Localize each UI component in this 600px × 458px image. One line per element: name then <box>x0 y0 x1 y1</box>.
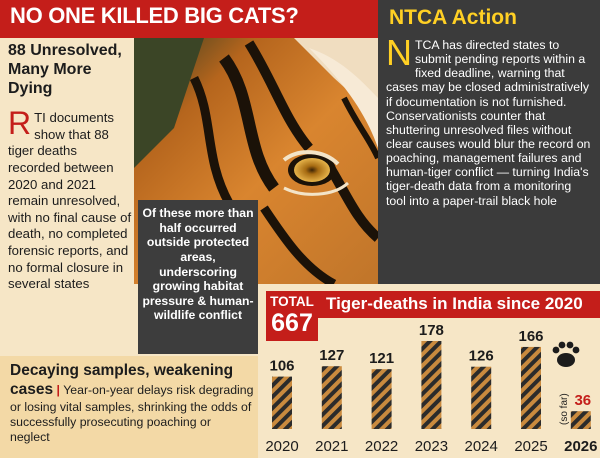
bar-2020 <box>272 376 292 429</box>
tick-label-2021: 2021 <box>315 438 348 455</box>
bar-2023 <box>421 341 442 429</box>
bar-2021 <box>321 366 342 429</box>
tick-label-2023: 2023 <box>415 438 448 455</box>
total-label: TOTAL <box>270 294 314 309</box>
data-label-2020: 106 <box>269 358 294 375</box>
samples-body: Year-on-year delays risk degrading or lo… <box>10 382 254 444</box>
bar-chart: 106 2020 127 2021 121 2022 178 2023 126 2024 166 20… <box>265 322 597 455</box>
tick-label-2024: 2024 <box>465 438 498 455</box>
chart-title: Tiger-deaths in India since 2020 <box>326 294 583 313</box>
data-label-2023: 178 <box>419 322 444 339</box>
bar-2024 <box>471 366 492 429</box>
ntca-body-text: TCA has directed states to submit pendin… <box>386 38 591 208</box>
total-box <box>266 291 318 341</box>
annotation-so-far: (so far) <box>559 393 570 425</box>
data-label-2021: 127 <box>319 347 344 364</box>
data-label-2024: 126 <box>469 348 494 365</box>
left-heading: 88 Unresolved, Many More Dying <box>8 42 122 97</box>
tick-label-2020: 2020 <box>265 438 298 455</box>
data-label-2025: 166 <box>518 328 543 345</box>
title-banner <box>0 0 378 38</box>
ntca-panel <box>378 0 600 284</box>
total-value: 667 <box>271 309 313 337</box>
ntca-dropcap: N <box>386 32 412 73</box>
samples-box <box>0 356 258 458</box>
data-label-2022: 121 <box>369 350 394 367</box>
bar-2025 <box>521 346 541 429</box>
left-column <box>0 38 134 356</box>
tick-label-2022: 2022 <box>365 438 398 455</box>
data-label-2026: 36 <box>574 392 591 409</box>
samples-separator: | <box>56 382 60 397</box>
ntca-heading: NTCA Action <box>389 6 517 29</box>
bar-2022 <box>371 369 392 429</box>
samples-heading: Decaying samples, weakening cases <box>10 362 234 398</box>
paw-print-icon <box>552 341 580 367</box>
chart-title-band <box>318 291 600 318</box>
left-body-text: TI documents show that 88 tiger deaths r… <box>8 110 132 292</box>
page-title: NO ONE KILLED BIG CATS? <box>10 3 299 28</box>
tick-label-2026: 2026 <box>564 438 597 455</box>
tick-label-2025: 2025 <box>514 438 547 455</box>
left-body: R TI documents show that 88 tiger deaths … <box>8 105 132 293</box>
samples-text: Decaying samples, weakening cases | Year… <box>10 362 254 445</box>
callout-box <box>138 200 258 354</box>
left-dropcap: R <box>8 105 32 141</box>
callout-text: Of these more than half occurred outside… <box>142 206 254 323</box>
bar-2026 <box>570 411 591 429</box>
ntca-body: N TCA has directed states to submit pendi… <box>386 32 592 208</box>
